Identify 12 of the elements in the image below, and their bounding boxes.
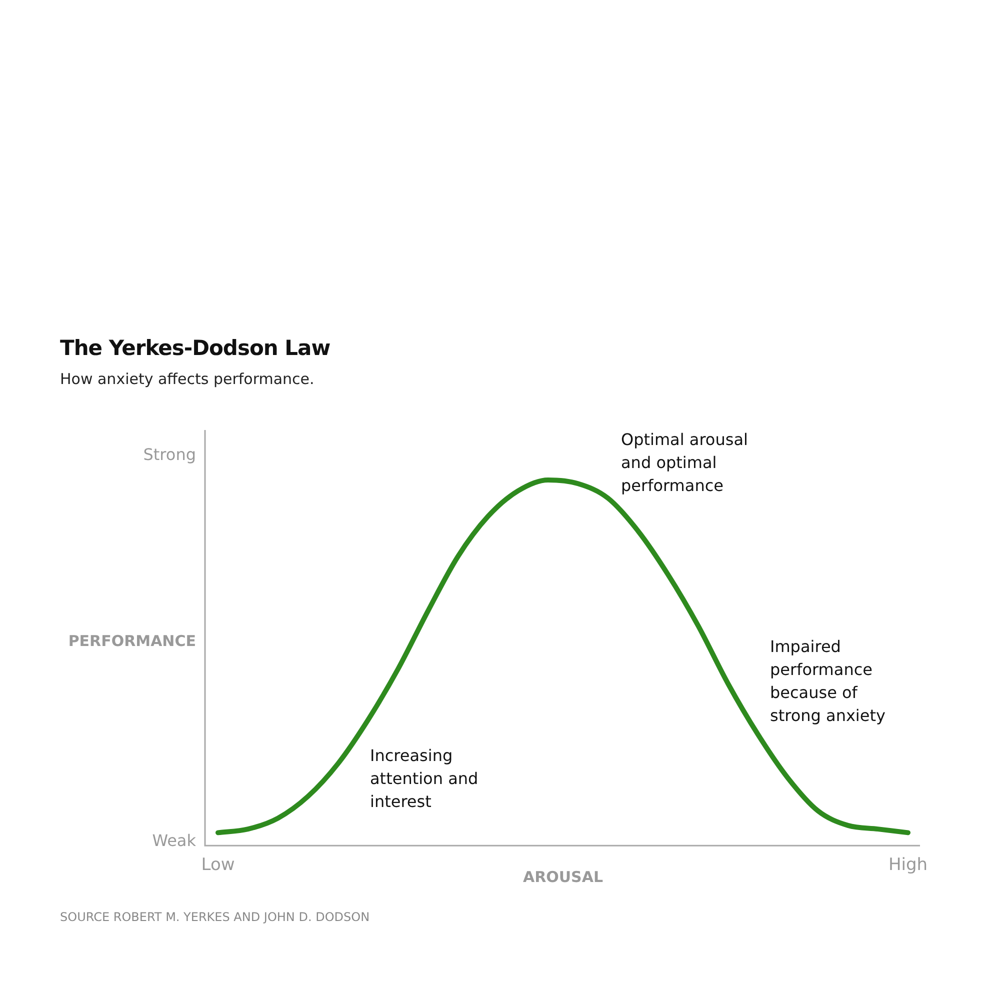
chart-title: The Yerkes-Dodson Law	[60, 336, 330, 360]
annotation: Increasing attention and interest	[370, 746, 478, 812]
text: Strong	[143, 445, 196, 464]
x-axis-title: AROUSAL	[522, 868, 604, 886]
annotation: Optimal arousal and optimal performance	[621, 430, 748, 496]
x-tick-label: Low	[201, 855, 235, 876]
chart-subtitle: How anxiety affects performance.	[60, 370, 314, 388]
annotation: Impaired performance because of strong anxiety	[770, 637, 886, 726]
source-note: SOURCE ROBERT M. YERKES AND JOHN D. DODSON	[60, 910, 370, 924]
x-tick-label: High	[888, 855, 928, 876]
text: Weak	[152, 831, 197, 850]
y-axis-title: PERFORMANCE	[68, 632, 196, 650]
